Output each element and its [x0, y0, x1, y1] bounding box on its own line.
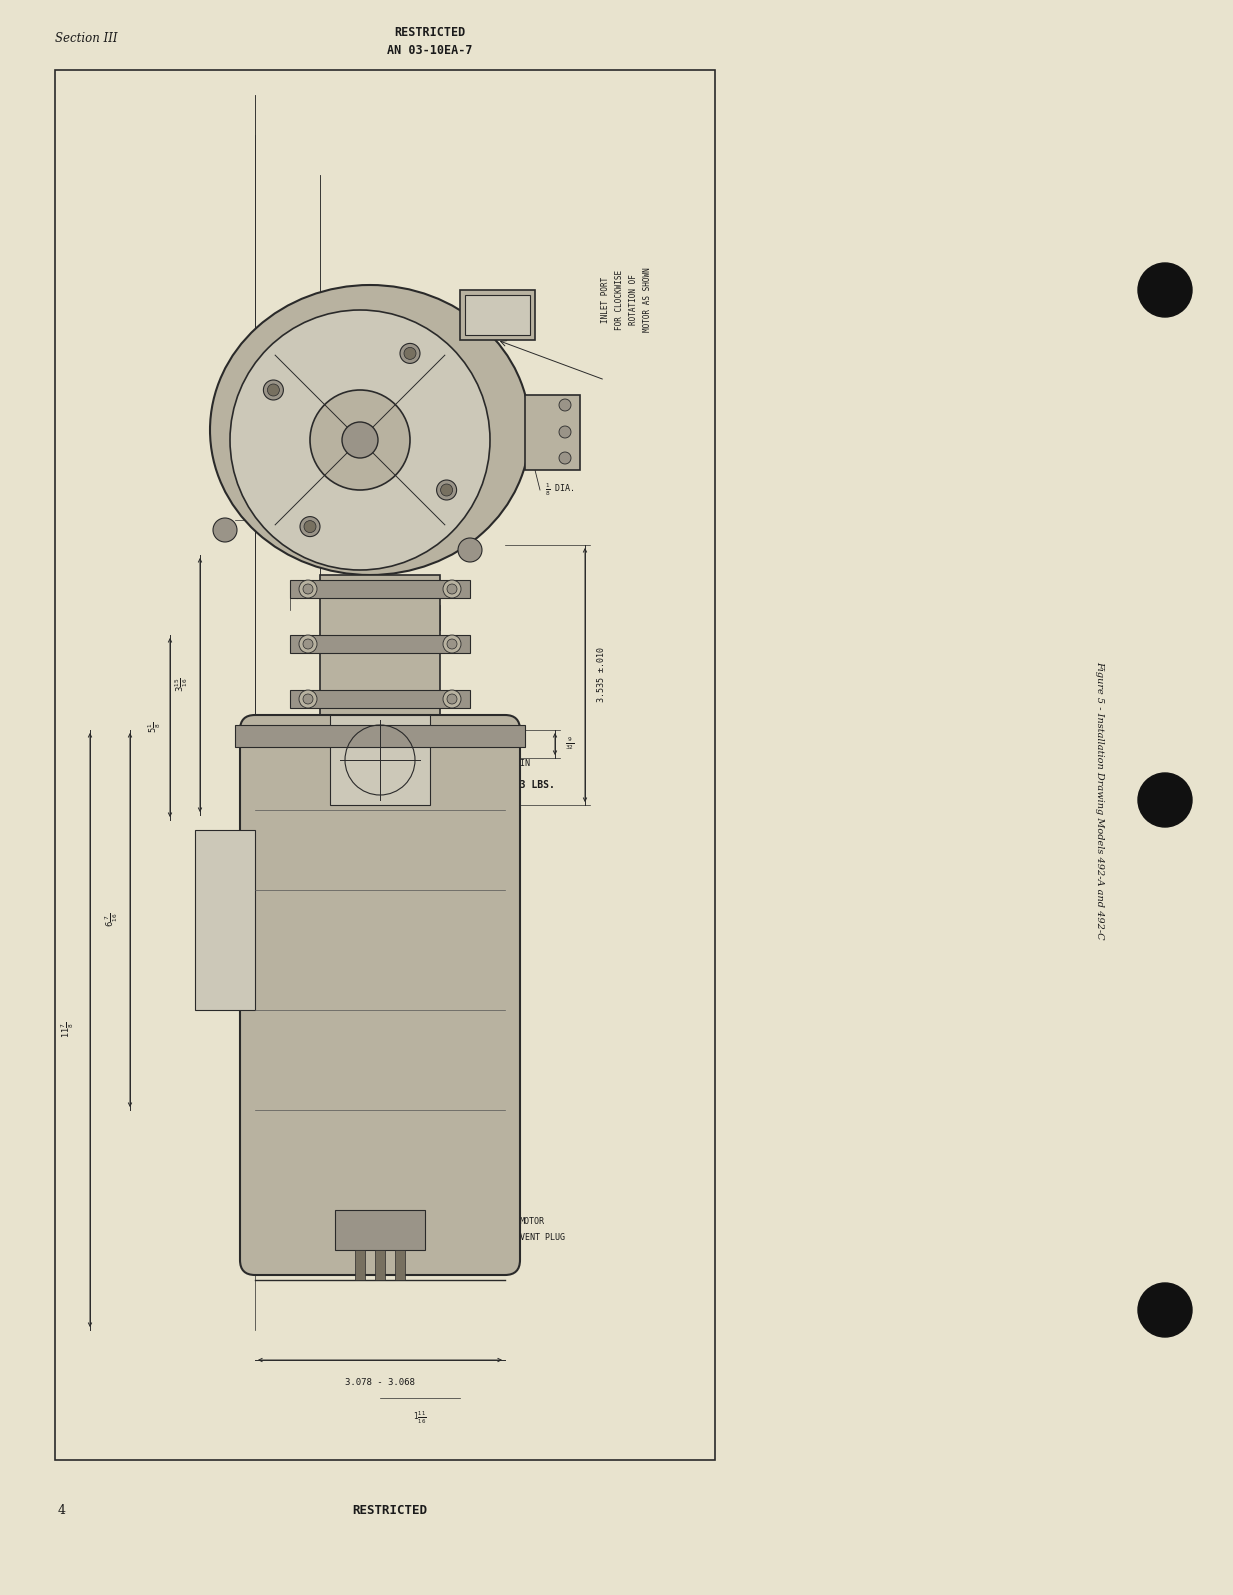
Text: $1\frac{11}{16}$: $1\frac{11}{16}$ [413, 1410, 427, 1426]
Text: 3.535 ±.010: 3.535 ±.010 [597, 648, 605, 702]
Circle shape [303, 584, 313, 593]
Circle shape [559, 399, 571, 412]
Text: 8 HOLES - DRAIN: 8 HOLES - DRAIN [455, 759, 530, 767]
Text: AN 03-10EA-7: AN 03-10EA-7 [387, 43, 472, 56]
Circle shape [231, 309, 490, 569]
Text: $\frac{9}{16}$: $\frac{9}{16}$ [396, 612, 404, 630]
Text: RESTRICTED: RESTRICTED [395, 26, 466, 38]
Text: MOTOR AS SHOWN: MOTOR AS SHOWN [642, 268, 651, 332]
Text: $\frac{1}{4}$ PIPE TAP: $\frac{1}{4}$ PIPE TAP [455, 737, 507, 753]
Text: 3.078 - 3.068: 3.078 - 3.068 [345, 1378, 416, 1388]
Text: $\frac{1}{8}$ DIA.: $\frac{1}{8}$ DIA. [545, 482, 575, 498]
Bar [375, 1250, 385, 1281]
Text: $\frac{9}{32}$: $\frac{9}{32}$ [565, 735, 575, 753]
Circle shape [436, 480, 456, 499]
Text: WEIGHT 12.13 LBS.: WEIGHT 12.13 LBS. [455, 780, 555, 790]
Circle shape [298, 581, 317, 598]
Circle shape [559, 426, 571, 439]
Text: Figure 5 - Installation Drawing Models 492-A and 492-C: Figure 5 - Installation Drawing Models 4… [1095, 660, 1105, 939]
Bar [355, 1250, 365, 1281]
Circle shape [298, 635, 317, 652]
Bar [290, 581, 470, 598]
Circle shape [1138, 263, 1192, 317]
Circle shape [309, 391, 411, 490]
Text: $5\frac{1}{8}$: $5\frac{1}{8}$ [147, 721, 163, 732]
Circle shape [443, 691, 461, 708]
Text: $\frac{1}{4}$: $\frac{1}{4}$ [234, 498, 252, 502]
Circle shape [303, 640, 313, 649]
Text: $6\frac{7}{16}$: $6\frac{7}{16}$ [104, 912, 120, 927]
Circle shape [300, 517, 321, 536]
Circle shape [213, 518, 237, 542]
Circle shape [342, 423, 379, 458]
Circle shape [448, 640, 457, 649]
Circle shape [448, 694, 457, 703]
Circle shape [404, 348, 416, 359]
Text: ROTATION OF: ROTATION OF [629, 274, 637, 325]
Text: INLET PORT: INLET PORT [600, 278, 609, 324]
Bar [290, 691, 470, 708]
Bar [460, 290, 535, 340]
Circle shape [443, 581, 461, 598]
Circle shape [399, 343, 420, 364]
Circle shape [457, 538, 482, 561]
Circle shape [264, 380, 284, 400]
Text: FOR CLOCKWISE: FOR CLOCKWISE [614, 270, 624, 330]
Bar [290, 635, 470, 652]
Circle shape [440, 483, 453, 496]
Bar [465, 295, 530, 335]
Circle shape [298, 691, 317, 708]
Text: $3\frac{15}{16}$: $3\frac{15}{16}$ [174, 678, 190, 692]
Circle shape [448, 584, 457, 593]
Circle shape [559, 451, 571, 464]
Bar [321, 576, 440, 731]
Text: VENT PLUG: VENT PLUG [520, 1233, 565, 1243]
Circle shape [305, 520, 316, 533]
Text: $\frac{1}{4}$: $\frac{1}{4}$ [234, 427, 252, 432]
Bar [395, 1250, 404, 1281]
Text: $\frac{9}{16}$: $\frac{9}{16}$ [326, 612, 334, 630]
Circle shape [1138, 774, 1192, 826]
Bar [525, 396, 580, 471]
Circle shape [1138, 1282, 1192, 1337]
Text: $11\frac{7}{8}$: $11\frac{7}{8}$ [59, 1022, 76, 1038]
Text: RESTRICTED: RESTRICTED [353, 1504, 428, 1517]
Text: 4: 4 [58, 1504, 67, 1517]
Bar [330, 715, 430, 805]
Text: $2\frac{2}{16}$: $2\frac{2}{16}$ [372, 635, 387, 651]
Bar [236, 726, 525, 746]
Circle shape [443, 635, 461, 652]
Bar [335, 1211, 425, 1250]
Circle shape [268, 384, 280, 396]
Circle shape [303, 694, 313, 703]
Bar [195, 829, 255, 1010]
Text: MOTOR: MOTOR [520, 1217, 545, 1227]
Bar [55, 70, 715, 1459]
Text: Section III: Section III [55, 32, 117, 45]
Ellipse shape [210, 286, 530, 576]
FancyBboxPatch shape [240, 715, 520, 1274]
